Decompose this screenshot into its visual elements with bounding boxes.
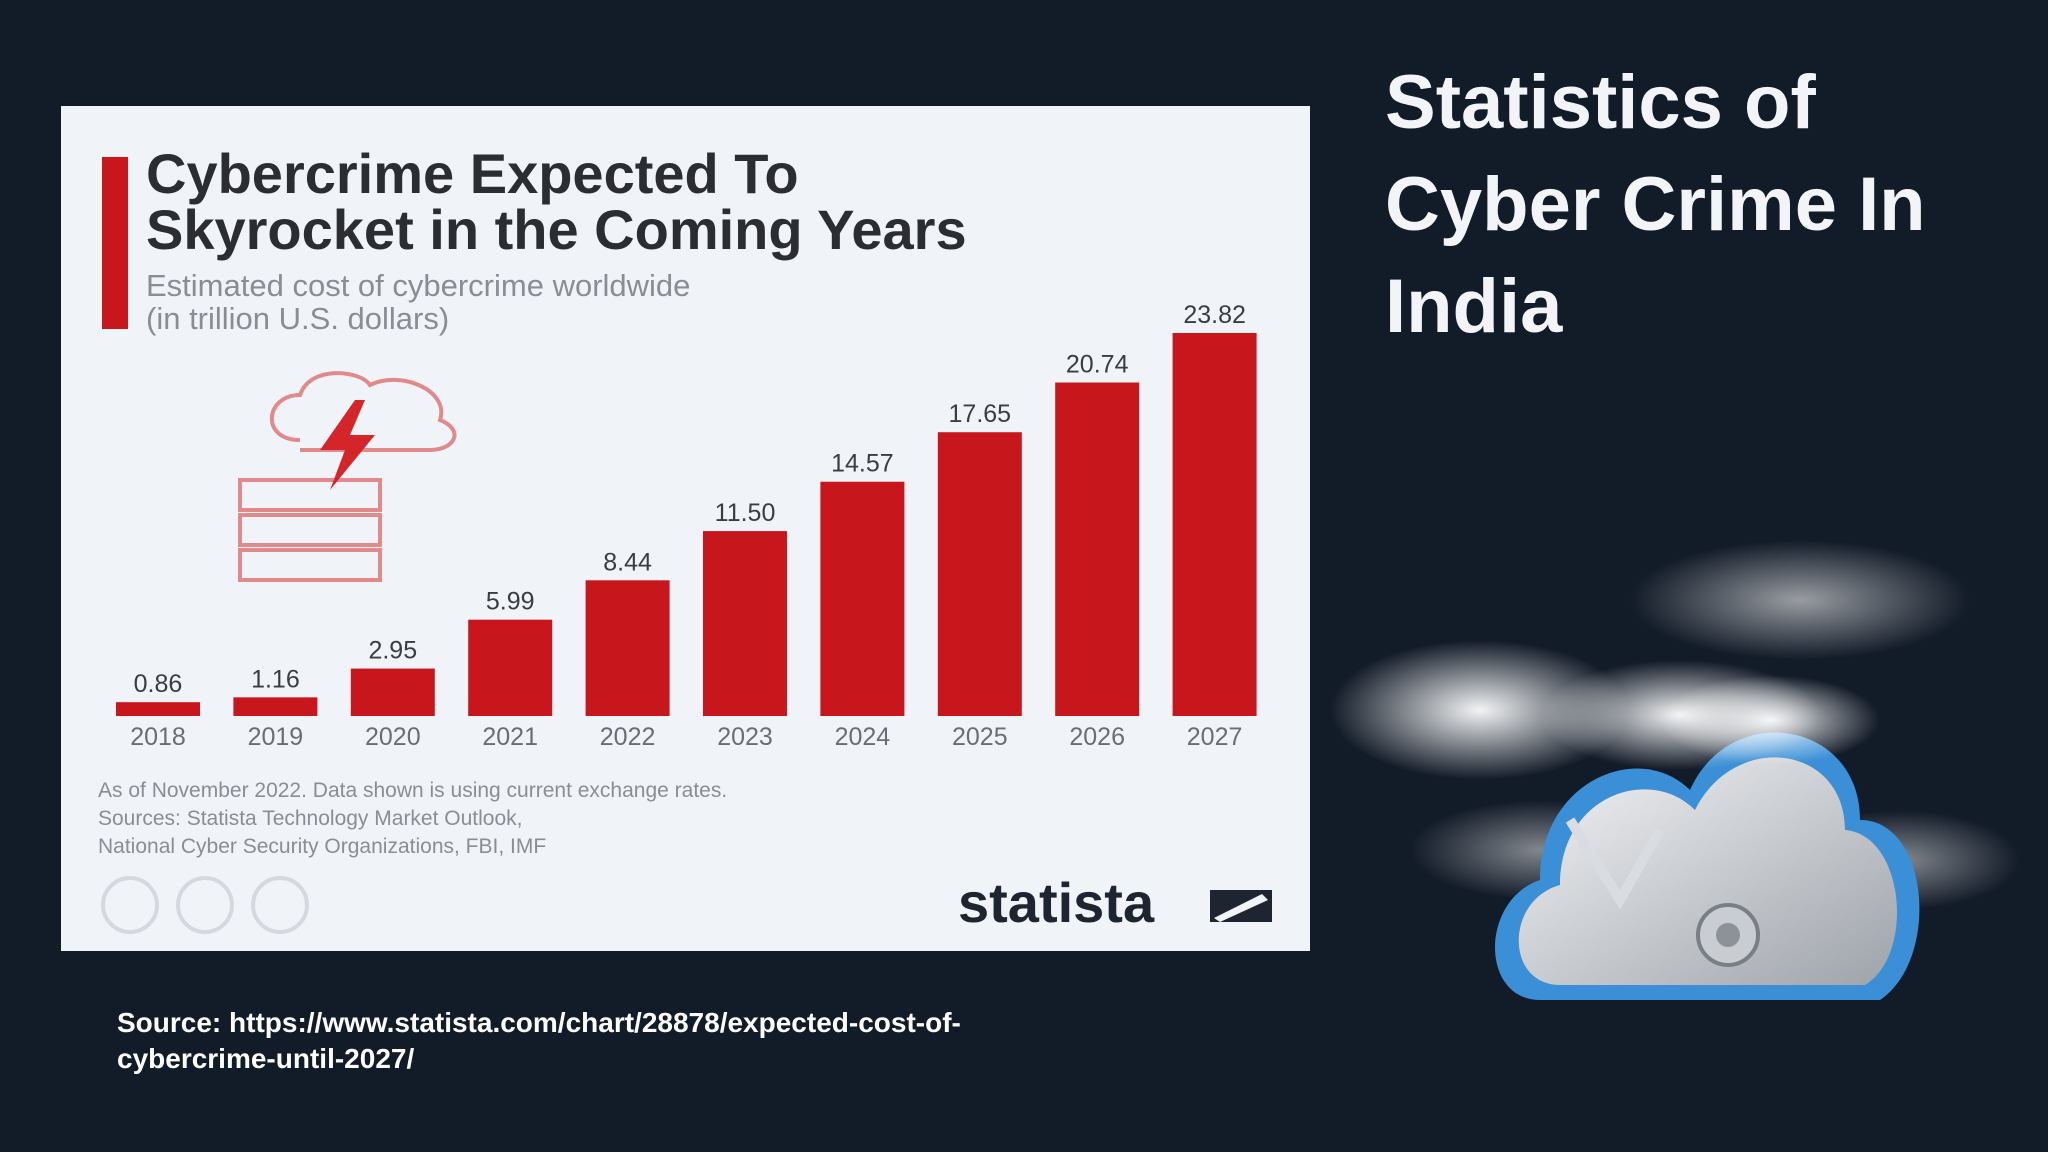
x-tick-label: 2027: [1187, 723, 1243, 751]
bar: [350, 668, 435, 716]
x-tick-label: 2024: [835, 723, 891, 751]
footnote: As of November 2022. Data shown is using…: [98, 779, 727, 802]
footnote: Sources: Statista Technology Market Outl…: [98, 807, 523, 830]
statista-logo-mark: [1210, 890, 1272, 922]
bar: [820, 481, 905, 716]
x-tick-label: 2023: [717, 723, 773, 751]
chart-subtitle: (in trillion U.S. dollars): [146, 301, 449, 336]
chart-subtitle: Estimated cost of cybercrime worldwide: [146, 268, 690, 303]
bar: [703, 531, 787, 716]
slide-title: India: [1385, 264, 1563, 349]
value-label: 14.57: [831, 450, 894, 478]
x-tick-label: 2019: [248, 723, 304, 751]
server-icon: [238, 371, 457, 582]
brand: statista: [958, 871, 1155, 934]
x-tick-label: 2020: [365, 723, 421, 751]
value-label: 5.99: [486, 588, 535, 616]
x-tick-label: 2022: [600, 723, 656, 751]
bar: [937, 432, 1022, 716]
footnote: National Cyber Security Organizations, F…: [98, 835, 546, 858]
slide-title: Cyber Crime In: [1385, 162, 1926, 247]
value-label: 8.44: [603, 548, 652, 576]
slide-title: Statistics of: [1385, 60, 1816, 145]
source-text: Source: https://www.statista.com/chart/2…: [117, 1007, 961, 1038]
value-label: 2.95: [368, 637, 417, 665]
bar: [585, 580, 670, 716]
value-label: 1.16: [251, 665, 300, 693]
value-label: 0.86: [134, 670, 183, 698]
value-label: 23.82: [1183, 301, 1246, 329]
value-label: 20.74: [1066, 351, 1129, 379]
bar: [116, 702, 200, 716]
bar: [1172, 333, 1257, 716]
share-icons[interactable]: [101, 876, 309, 934]
bar: [233, 697, 318, 716]
x-tick-label: 2018: [130, 723, 186, 751]
value-label: 17.65: [949, 400, 1012, 428]
x-tick-label: 2026: [1069, 723, 1125, 751]
bar: [1055, 382, 1140, 716]
cloud-illustration: [1330, 540, 2020, 1000]
bar: [468, 619, 553, 716]
title-accent: [102, 157, 128, 329]
value-label: 11.50: [715, 499, 776, 527]
x-tick-label: 2021: [482, 723, 538, 751]
source-text: cybercrime-until-2027/: [117, 1043, 414, 1074]
x-tick-label: 2025: [952, 723, 1008, 751]
chart-title: Cybercrime Expected To: [146, 142, 799, 205]
chart-title: Skyrocket in the Coming Years: [146, 198, 967, 261]
